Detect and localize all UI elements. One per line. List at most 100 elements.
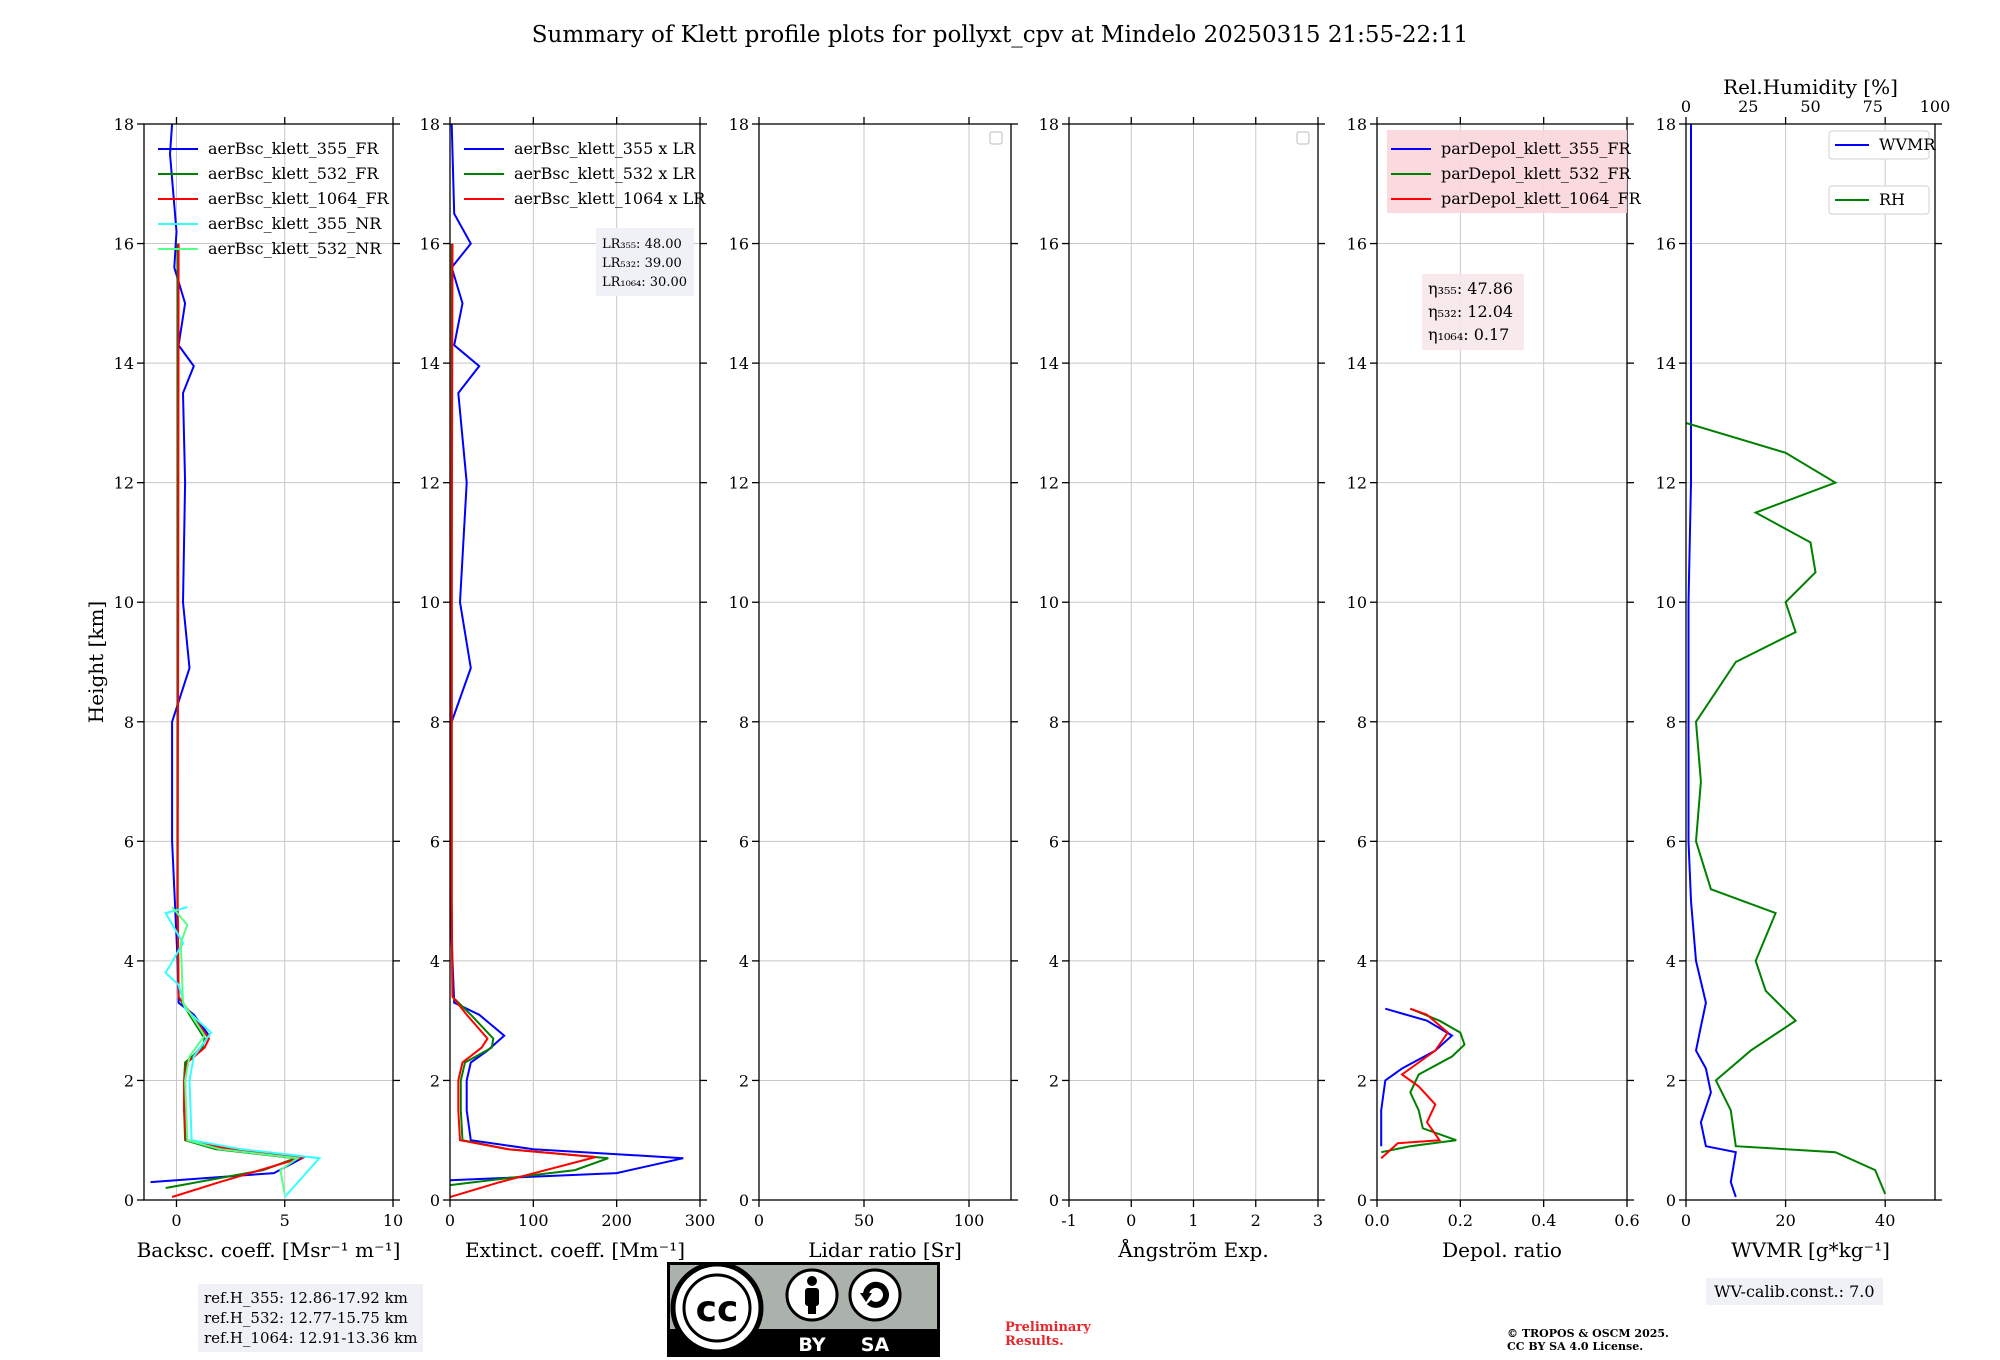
axes-frame xyxy=(143,123,394,1201)
y-tick-label: 18 xyxy=(114,115,134,134)
y-tick-label: 2 xyxy=(1666,1071,1676,1090)
y-tick-label: 16 xyxy=(729,235,749,254)
x-axis-label: Depol. ratio xyxy=(1442,1238,1562,1262)
eta-annotation-box xyxy=(1422,274,1524,350)
legend-extinction: aerBsc_klett_355 x LR aerBsc_klett_532 x … xyxy=(464,139,706,208)
preliminary-results-note: Preliminary Results. xyxy=(1005,1321,1125,1349)
legend-box xyxy=(1828,130,1930,160)
legend-box xyxy=(1828,185,1930,215)
y-tick-label: 2 xyxy=(430,1071,440,1090)
preliminary-line-1: Preliminary xyxy=(1005,1320,1091,1335)
y-tick-label: 10 xyxy=(114,593,134,612)
y-tick-label: 2 xyxy=(124,1071,134,1090)
by-label: BY xyxy=(798,1334,825,1356)
series-line-aerBsc_klett_1064 x LR xyxy=(450,243,597,1198)
panel-lidar_ratio: 0 2 4 6 8 10 12 14 16 18 0 50 100 Lidar ratio [Sr] xyxy=(729,115,1018,1262)
x-tick-label: 5 xyxy=(280,1211,290,1230)
series-line-WVMR xyxy=(1687,124,1737,1198)
series-line-aerBsc_klett_532 x LR xyxy=(450,243,609,1187)
legend-entry: aerBsc_klett_532 x LR xyxy=(514,164,696,183)
legend-entry: aerBsc_klett_532_NR xyxy=(208,239,382,258)
y-tick-label: 14 xyxy=(729,354,749,373)
axes-frame xyxy=(1376,123,1628,1201)
sa-label: SA xyxy=(861,1334,890,1356)
x-axis-label: Ångström Exp. xyxy=(1117,1237,1268,1262)
y-tick-label: 18 xyxy=(1039,115,1059,134)
y-tick-label: 14 xyxy=(1039,354,1059,373)
x-tick-label: 100 xyxy=(954,1211,985,1230)
y-tick-label: 6 xyxy=(1666,832,1676,851)
series-line-aerBsc_klett_532_NR xyxy=(171,906,301,1195)
y-tick-label: 18 xyxy=(1347,115,1367,134)
x-tick-label: 0 xyxy=(445,1211,455,1230)
y-tick-label: 8 xyxy=(124,713,134,732)
top-x-tick-label: 75 xyxy=(1863,97,1883,116)
x-tick-label: 100 xyxy=(518,1211,549,1230)
y-tick-label: 6 xyxy=(430,832,440,851)
y-tick-label: 18 xyxy=(420,115,440,134)
y-tick-label: 10 xyxy=(1656,593,1676,612)
ref-height-1064: ref.H_1064: 12.91-13.36 km xyxy=(204,1329,418,1347)
series-line-parDepol_klett_355_FR xyxy=(1380,1007,1454,1147)
sa-arrow-head xyxy=(860,1293,872,1302)
series-line-parDepol_klett_1064_FR xyxy=(1380,1007,1450,1159)
x-tick-label: 2 xyxy=(1251,1211,1261,1230)
axes-frame xyxy=(1685,123,1936,1201)
by-person-head xyxy=(807,1276,817,1286)
y-tick-label: 16 xyxy=(114,235,134,254)
copyright-line-1: © TROPOS & OSCM 2025. xyxy=(1507,1327,1669,1340)
y-tick-label: 8 xyxy=(1357,713,1367,732)
x-tick-label: 0.4 xyxy=(1531,1211,1556,1230)
lr-annotation: LR₃₅₅: 48.00 LR₅₃₂: 39.00 LR₁₀₆₄: 30.00 xyxy=(596,228,694,296)
cc-logo-text: cc xyxy=(696,1289,739,1330)
y-tick-label: 14 xyxy=(420,354,440,373)
lr-annotation-line: LR₅₃₂: 39.00 xyxy=(602,256,682,271)
top-x-tick-label: 100 xyxy=(1920,97,1951,116)
series-line-aerBsc_klett_355_NR xyxy=(164,906,322,1198)
y-tick-label: 10 xyxy=(1347,593,1367,612)
legend-entry: aerBsc_klett_355 x LR xyxy=(514,139,696,158)
x-tick-label: 0.2 xyxy=(1448,1211,1473,1230)
cc-logo-inner xyxy=(682,1273,752,1343)
axes-frame xyxy=(758,123,1012,1201)
y-tick-label: 6 xyxy=(1049,832,1059,851)
legend-entry: aerBsc_klett_1064_FR xyxy=(208,189,390,208)
ref-heights-box: ref.H_355: 12.86-17.92 km ref.H_532: 12.… xyxy=(198,1284,424,1352)
x-axis-label: Backsc. coeff. [Msr⁻¹ m⁻¹] xyxy=(137,1238,401,1262)
y-tick-label: 10 xyxy=(1039,593,1059,612)
x-tick-label: 0.6 xyxy=(1614,1211,1639,1230)
empty-legend-box xyxy=(989,131,1003,145)
y-tick-label: 12 xyxy=(420,474,440,493)
copyright-line-2: CC BY SA 4.0 License. xyxy=(1507,1340,1644,1353)
y-tick-label: 4 xyxy=(1049,952,1059,971)
top-x-tick-label: 25 xyxy=(1738,97,1758,116)
x-tick-label: 0 xyxy=(754,1211,764,1230)
legend-depolarization: parDepol_klett_355_FR parDepol_klett_532_… xyxy=(1387,130,1642,213)
y-tick-label: 0 xyxy=(739,1191,749,1210)
x-tick-label: 0.0 xyxy=(1364,1211,1389,1230)
x-axis-label: WVMR [g*kg⁻¹] xyxy=(1731,1238,1890,1262)
x-tick-label: 10 xyxy=(383,1211,403,1230)
x-tick-label: 0 xyxy=(1681,1211,1691,1230)
series-line-RH xyxy=(1686,421,1887,1195)
y-tick-label: 0 xyxy=(1357,1191,1367,1210)
y-tick-label: 4 xyxy=(124,952,134,971)
x-tick-label: 50 xyxy=(854,1211,874,1230)
legend-entry: parDepol_klett_532_FR xyxy=(1441,164,1632,183)
y-tick-label: 18 xyxy=(1656,115,1676,134)
y-tick-label: 2 xyxy=(1357,1071,1367,1090)
legend-entry: parDepol_klett_1064_FR xyxy=(1441,189,1642,208)
legend-entry: parDepol_klett_355_FR xyxy=(1441,139,1632,158)
y-tick-label: 4 xyxy=(1666,952,1676,971)
figure-title: Summary of Klett profile plots for polly… xyxy=(531,22,1469,48)
y-tick-label: 10 xyxy=(420,593,440,612)
eta-annotation-line: η₅₃₂: 12.04 xyxy=(1428,302,1513,321)
axes-frame xyxy=(449,123,701,1201)
y-tick-label: 12 xyxy=(729,474,749,493)
y-tick-label: 12 xyxy=(114,474,134,493)
eta-annotation-line: η₁₀₆₄: 0.17 xyxy=(1428,325,1509,344)
y-tick-label: 4 xyxy=(739,952,749,971)
y-tick-label: 10 xyxy=(729,593,749,612)
top-x-axis-label: Rel.Humidity [%] xyxy=(1723,75,1898,99)
